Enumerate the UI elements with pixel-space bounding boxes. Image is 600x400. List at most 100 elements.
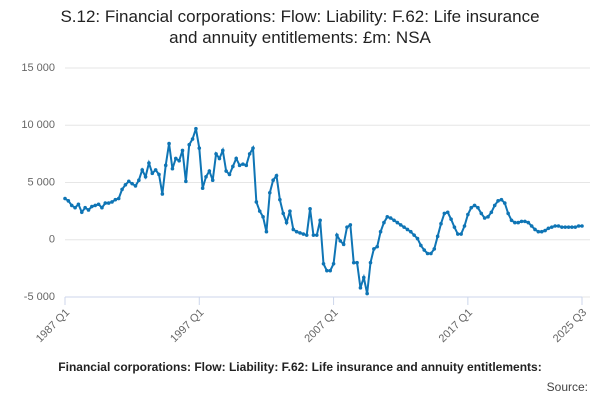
- data-point: [267, 191, 272, 195]
- data-point: [341, 242, 346, 247]
- data-point: [375, 244, 380, 249]
- data-point: [197, 146, 202, 150]
- data-point: [472, 203, 477, 208]
- x-tick-label: 2025 Q3: [551, 307, 589, 345]
- data-point: [271, 178, 275, 183]
- y-tick-label: 0: [49, 234, 55, 246]
- data-point: [328, 268, 333, 273]
- data-point: [153, 168, 158, 172]
- data-point: [449, 217, 453, 221]
- data-point: [335, 233, 339, 237]
- data-point: [539, 229, 544, 234]
- y-tick-label: 15 000: [21, 62, 55, 74]
- data-point: [439, 221, 443, 226]
- data-point: [147, 161, 151, 165]
- data-point: [66, 199, 71, 203]
- data-point: [298, 231, 302, 235]
- data-point: [496, 199, 500, 203]
- data-point: [79, 210, 84, 215]
- data-point: [422, 248, 427, 252]
- data-point: [509, 218, 514, 223]
- data-point: [278, 197, 282, 202]
- chart-title: S.12: Financial corporations: Flow: Liab…: [60, 7, 540, 47]
- data-point: [445, 210, 450, 215]
- data-point: [348, 223, 353, 227]
- data-point: [194, 126, 198, 131]
- data-point: [308, 207, 312, 211]
- data-point: [502, 201, 507, 205]
- data-point: [506, 211, 510, 216]
- data-point: [452, 225, 457, 229]
- data-point: [365, 291, 369, 296]
- data-point: [345, 225, 349, 229]
- data-point: [580, 224, 584, 228]
- data-point: [395, 220, 400, 225]
- data-point: [90, 204, 94, 209]
- data-point: [274, 173, 279, 178]
- data-point: [257, 209, 262, 213]
- data-point: [207, 169, 212, 173]
- data-point: [187, 142, 192, 147]
- data-point: [570, 225, 574, 229]
- data-point: [220, 148, 225, 153]
- data-point: [200, 186, 205, 191]
- data-point: [234, 156, 239, 161]
- data-point: [355, 260, 359, 265]
- data-point: [419, 243, 423, 248]
- data-point: [462, 224, 467, 228]
- data-point: [529, 224, 534, 228]
- data-point: [261, 215, 265, 219]
- data-point: [281, 211, 286, 216]
- data-point: [358, 286, 363, 290]
- data-point: [469, 205, 474, 210]
- data-point: [573, 225, 578, 229]
- data-point: [291, 227, 296, 232]
- data-point: [180, 148, 185, 153]
- data-point: [170, 166, 175, 171]
- caption: Financial corporations: Flow: Liability:…: [0, 360, 600, 374]
- data-point: [415, 236, 420, 241]
- data-point: [368, 260, 373, 265]
- data-point: [385, 215, 390, 219]
- data-point: [533, 227, 537, 232]
- data-point: [157, 172, 161, 177]
- data-point: [163, 163, 168, 168]
- data-point: [123, 182, 128, 187]
- data-point: [231, 164, 235, 169]
- data-point: [247, 152, 252, 156]
- data-point: [133, 184, 138, 188]
- series-line: [64, 128, 582, 294]
- data-point: [167, 141, 171, 146]
- data-point: [311, 233, 316, 237]
- data-point: [96, 202, 101, 207]
- data-point: [314, 233, 319, 237]
- data-point: [237, 163, 242, 168]
- data-point: [526, 220, 531, 225]
- data-point: [325, 268, 329, 273]
- data-point: [113, 197, 118, 202]
- data-point: [563, 225, 568, 229]
- data-point: [214, 152, 218, 156]
- data-point: [244, 163, 249, 168]
- data-point: [382, 220, 386, 225]
- data-point: [432, 247, 437, 251]
- data-point: [392, 218, 396, 223]
- data-point: [110, 200, 114, 204]
- data-point: [69, 203, 74, 208]
- data-point: [301, 232, 306, 236]
- data-point: [304, 233, 309, 237]
- data-point: [184, 179, 188, 184]
- data-point: [241, 162, 245, 166]
- data-point: [412, 233, 416, 237]
- data-point: [140, 168, 145, 172]
- data-point: [204, 174, 208, 179]
- data-point: [331, 261, 336, 266]
- data-point: [425, 251, 430, 256]
- data-point: [482, 216, 487, 220]
- data-point: [516, 220, 521, 225]
- x-tick-label: 2017 Q1: [437, 307, 475, 345]
- data-point: [576, 224, 581, 228]
- data-point: [190, 137, 195, 141]
- data-point: [210, 178, 215, 183]
